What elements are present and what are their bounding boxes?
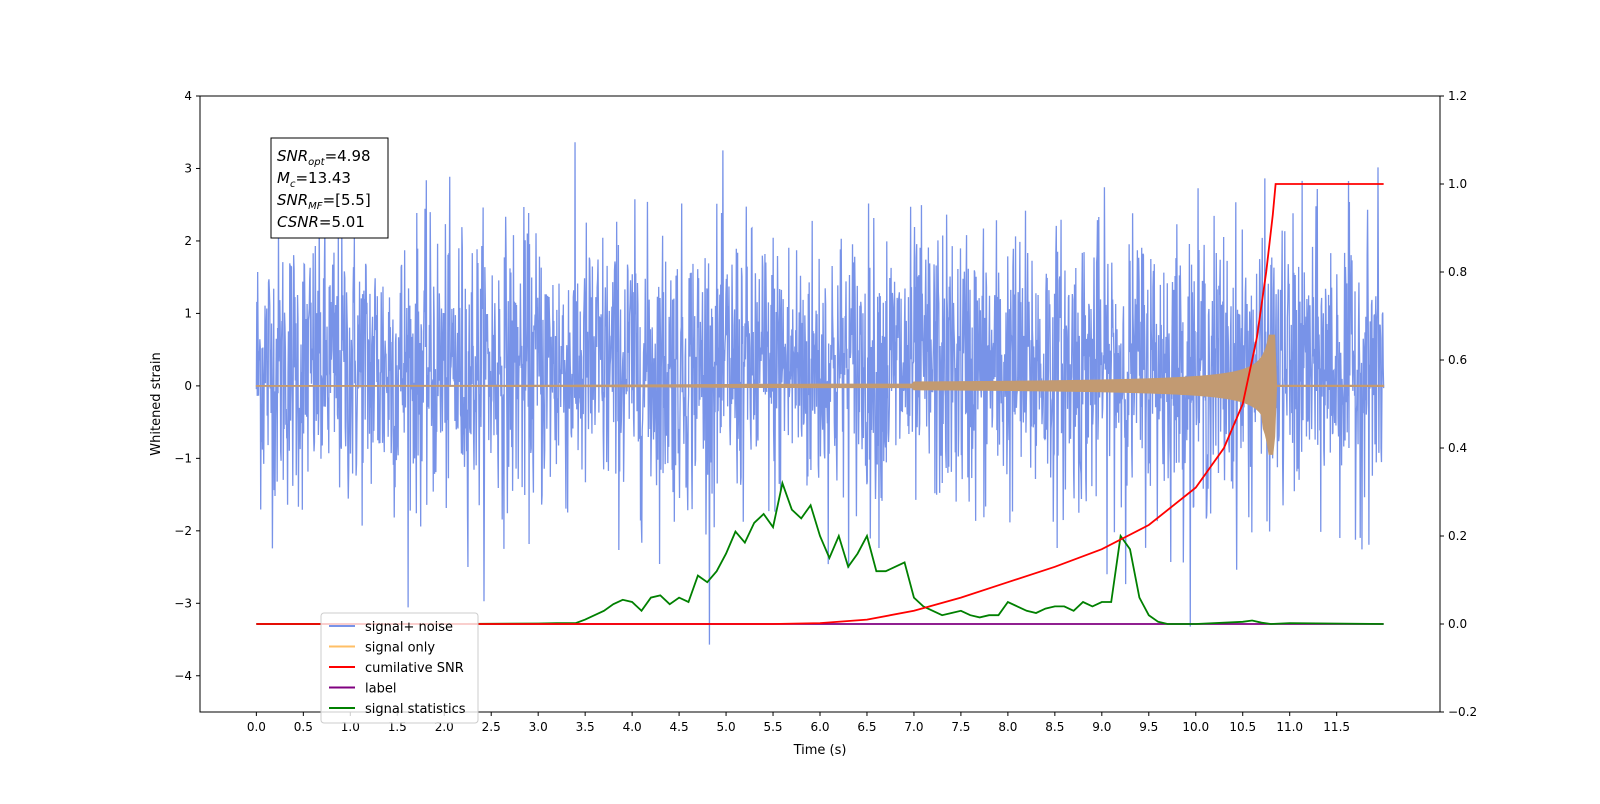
x-tick-label: 5.5 [763, 720, 782, 734]
y-axis-label: Whitened strain [149, 352, 164, 455]
x-tick-label: 7.5 [951, 720, 970, 734]
x-tick-label: 7.0 [904, 720, 923, 734]
y2-axis-ticks: 1.2 1.0 0.8 0.6 0.4 0.2 0.0 −0.2 [1440, 89, 1477, 719]
x-tick-label: 4.0 [623, 720, 642, 734]
x-tick-label: 10.0 [1182, 720, 1209, 734]
x-tick-label: 10.5 [1229, 720, 1256, 734]
legend-label: signal statistics [365, 702, 466, 717]
y-tick-label: 2 [184, 234, 192, 248]
y-tick-label: −3 [174, 596, 192, 610]
x-tick-label: 2.5 [482, 720, 501, 734]
signal-statistics-line [256, 479, 1384, 625]
y-tick-label: 4 [184, 89, 192, 103]
x-tick-label: 8.5 [1045, 720, 1064, 734]
x-tick-label: 5.0 [717, 720, 736, 734]
x-tick-label: 8.0 [998, 720, 1017, 734]
y2-tick-label: 0.8 [1448, 265, 1467, 279]
x-tick-label: 0.5 [294, 720, 313, 734]
y-tick-label: −4 [174, 669, 192, 683]
signal-only-line [255, 334, 1385, 455]
y2-tick-label: 0.2 [1448, 529, 1467, 543]
y-tick-label: −2 [174, 524, 192, 538]
x-tick-label: 11.0 [1276, 720, 1303, 734]
legend-label: signal only [365, 641, 435, 656]
y-tick-label: 3 [184, 161, 192, 175]
x-tick-label: 6.0 [810, 720, 829, 734]
y2-tick-label: 0.4 [1448, 441, 1467, 455]
x-tick-label: 6.5 [857, 720, 876, 734]
cumulative-snr-line [256, 183, 1384, 625]
signal-only-series [255, 334, 1385, 455]
y2-tick-label: 0.0 [1448, 617, 1467, 631]
x-tick-label: 3.0 [529, 720, 548, 734]
legend-label: signal+ noise [365, 620, 453, 635]
x-tick-label: 11.5 [1323, 720, 1350, 734]
annotation-line: SNRopt=4.98 [277, 147, 371, 168]
legend-label: cumilative SNR [365, 661, 464, 676]
x-axis-label: Time (s) [793, 743, 847, 758]
y2-tick-label: −0.2 [1448, 705, 1477, 719]
y2-tick-label: 0.6 [1448, 353, 1467, 367]
legend-label: label [365, 682, 396, 697]
x-tick-label: 0.0 [247, 720, 266, 734]
legend: signal+ noise signal only cumilative SNR la… [320, 612, 479, 724]
x-tick-label: 4.5 [670, 720, 689, 734]
x-tick-label: 9.5 [1139, 720, 1158, 734]
y2-tick-label: 1.2 [1448, 89, 1467, 103]
annotation-line: Mc=13.43 [277, 169, 351, 190]
y-tick-label: 1 [184, 306, 192, 320]
y-tick-label: 0 [184, 379, 192, 393]
y2-tick-label: 1.0 [1448, 177, 1467, 191]
annotation-line: CSNR=5.01 [277, 213, 365, 231]
annotation-line: SNRMF=[5.5] [277, 191, 371, 212]
x-tick-label: 3.5 [576, 720, 595, 734]
x-tick-label: 9.0 [1092, 720, 1111, 734]
y-tick-label: −1 [174, 451, 192, 465]
y-axis-ticks: 4 3 2 1 0 −1 −2 −3 −4 [174, 89, 200, 683]
